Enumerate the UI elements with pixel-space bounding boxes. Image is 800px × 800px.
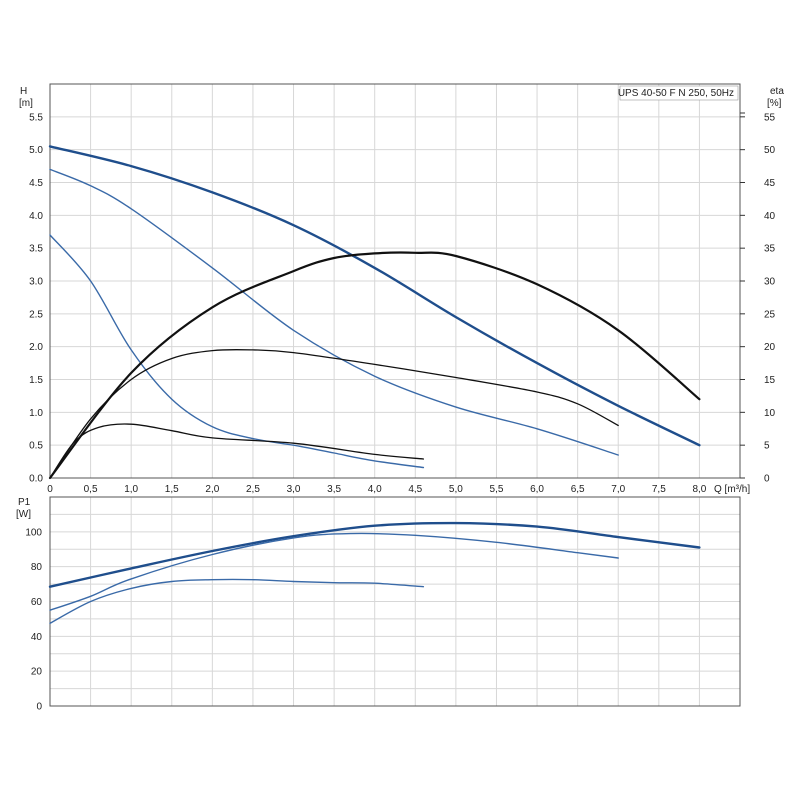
head-efficiency-panel: 0.0 0.5 1.0 1.5 2.0 2.5 3.0 3.5 4.0 4.5 5.0 5.5 0 5 10… <box>19 83 784 495</box>
p1-tick-label: 40 <box>31 632 43 643</box>
bottom-series-group <box>48 521 701 624</box>
p1-axis-unit: [W] <box>16 509 31 520</box>
y-left-tick-label: 3.0 <box>29 277 43 288</box>
x-tick-label: 5,0 <box>449 484 463 495</box>
power-panel: 0 20 40 60 80 100 P1 [W] <box>16 496 741 713</box>
p1-tick-label: 0 <box>36 702 42 713</box>
p1-tick-label: 100 <box>25 527 42 538</box>
y-left-tick-label: 0.5 <box>29 441 43 452</box>
y-left-tick-label: 2.5 <box>29 309 43 320</box>
y-right-tick-label: 15 <box>764 375 776 386</box>
x-tick-label: 8,0 <box>692 484 706 495</box>
y-right-tick-label: 0 <box>764 474 770 485</box>
x-tick-label: 4,0 <box>368 484 382 495</box>
y-left-tick-label: 4.5 <box>29 178 43 189</box>
y-left-tick-label: 5.5 <box>29 112 43 123</box>
head-curve-3 <box>49 234 425 469</box>
y-right-tick-label: 55 <box>764 112 776 123</box>
y-left-tick-label: 5.0 <box>29 145 43 156</box>
x-tick-label: 1,5 <box>165 484 179 495</box>
title-box <box>619 85 739 101</box>
top-series-group <box>48 145 701 480</box>
y-right-tick-label: 25 <box>764 309 776 320</box>
y-left-tick-label: 1.5 <box>29 375 43 386</box>
top-tick-labels: 0.0 0.5 1.0 1.5 2.0 2.5 3.0 3.5 4.0 4.5 5.0 5.5 0 5 10… <box>29 112 775 495</box>
head-curve-2 <box>49 168 619 456</box>
x-tick-label: 1,0 <box>124 484 138 495</box>
x-tick-label: 0,5 <box>84 484 98 495</box>
y-right-tick-label: 5 <box>764 441 770 452</box>
y-right-tick-label: 20 <box>764 342 776 353</box>
x-axis-label: Q [m³/h] <box>714 484 750 495</box>
power-curve-1 <box>48 521 701 588</box>
efficiency-curve-4 <box>48 251 701 480</box>
x-tick-label: 2,0 <box>205 484 219 495</box>
p1-tick-label: 80 <box>31 562 43 573</box>
y-right-tick-label: 45 <box>764 178 776 189</box>
y-left-axis-label: H <box>20 86 27 97</box>
bottom-plot-frame <box>49 496 741 707</box>
y-right-axis-unit: [%] <box>767 98 782 109</box>
efficiency-curve-5 <box>49 348 619 479</box>
top-grid <box>50 84 740 478</box>
y-right-tick-label: 40 <box>764 211 776 222</box>
y-left-axis-unit: [m] <box>19 98 33 109</box>
x-tick-label: 6,0 <box>530 484 544 495</box>
y-left-tick-label: 1.0 <box>29 408 43 419</box>
x-tick-label: 5,5 <box>490 484 504 495</box>
p1-axis-label: P1 <box>18 497 31 508</box>
head-curve-1 <box>48 145 701 447</box>
y-left-tick-label: 3.5 <box>29 244 43 255</box>
power-curve-3 <box>49 578 425 624</box>
bottom-tick-labels: 0 20 40 60 80 100 <box>25 527 42 712</box>
y-right-tick-label: 50 <box>764 145 776 156</box>
y-right-tick-label: 30 <box>764 277 776 288</box>
power-curve-2 <box>49 532 619 611</box>
x-tick-label: 3,5 <box>327 484 341 495</box>
x-tick-label: 2,5 <box>246 484 260 495</box>
y-right-axis-label: eta <box>770 86 784 97</box>
p1-tick-label: 20 <box>31 667 43 678</box>
y-right-tick-label: 10 <box>764 408 776 419</box>
x-tick-label: 7,5 <box>652 484 666 495</box>
x-tick-label: 7,0 <box>611 484 625 495</box>
y-right-tick-label: 35 <box>764 244 776 255</box>
chart-title: UPS 40-50 F N 250, 50Hz <box>618 88 734 99</box>
x-tick-label: 6,5 <box>571 484 585 495</box>
x-tick-label: 3,0 <box>287 484 301 495</box>
p1-tick-label: 60 <box>31 597 43 608</box>
y-left-tick-label: 4.0 <box>29 211 43 222</box>
x-tick-label: 4,5 <box>408 484 422 495</box>
y-left-tick-label: 0.0 <box>29 474 43 485</box>
x-tick-label: 0 <box>47 484 53 495</box>
bottom-grid <box>50 497 740 706</box>
efficiency-curve-6 <box>49 423 425 479</box>
y-left-tick-label: 2.0 <box>29 342 43 353</box>
